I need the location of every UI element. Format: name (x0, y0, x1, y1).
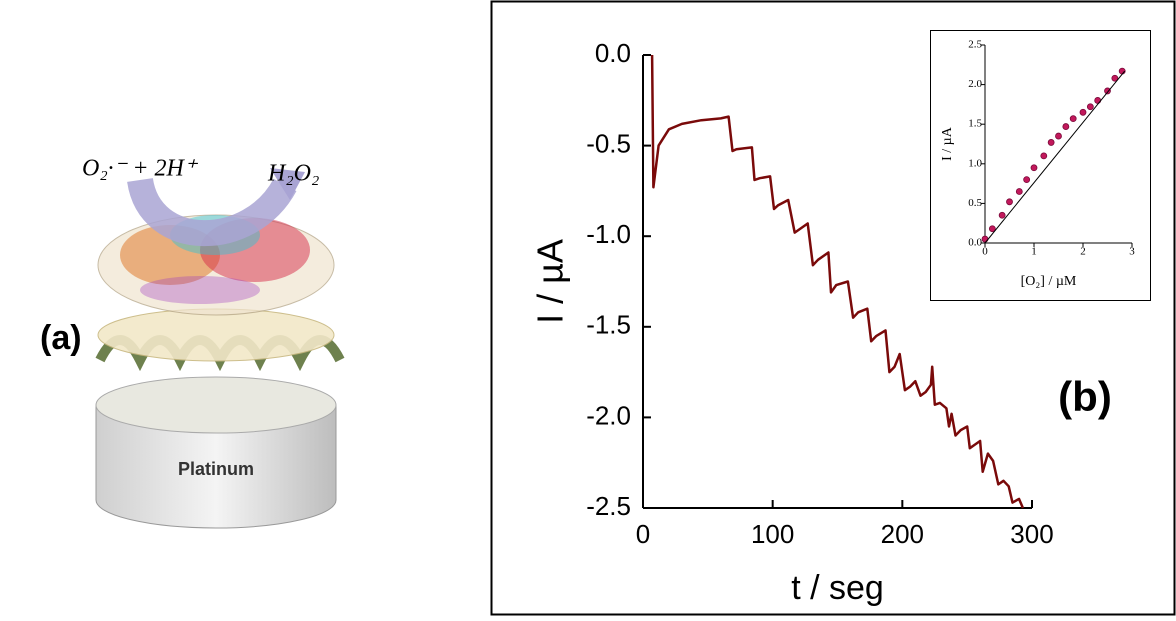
y-tick-label: 1.5 (968, 118, 982, 130)
y-axis-label: I / µA (940, 126, 955, 161)
data-point (1062, 123, 1070, 130)
data-point (1111, 74, 1119, 82)
x-tick-label: 3 (1129, 246, 1135, 258)
y-tick-label: -1.5 (586, 310, 631, 340)
data-point (988, 225, 996, 233)
illustration: (a) O₂·⁻ + 2H⁺ H₂O₂ Platinum (40, 156, 345, 529)
panel-frame (490, 0, 1176, 616)
data-point (1047, 139, 1055, 146)
data-line (984, 70, 1126, 244)
electrode-label: Platinum (178, 459, 254, 479)
x-tick-label: 2 (1080, 246, 1086, 258)
reaction-arrow (127, 177, 297, 247)
data-point (1040, 152, 1048, 160)
y-tick-label: 0.0 (968, 237, 982, 249)
electrode-top (95, 376, 337, 434)
arrow-head (270, 168, 305, 200)
x-tick-label: 300 (1010, 519, 1053, 549)
y-tick-label: -2.5 (586, 491, 631, 521)
data-point (1104, 87, 1111, 95)
membrane-disk (97, 308, 335, 362)
annotation: (b) (1058, 373, 1112, 420)
data-point (998, 211, 1006, 219)
data-point (1023, 176, 1031, 184)
data-point (1055, 132, 1062, 140)
x-tick-label: 200 (881, 519, 924, 549)
inset-frame (930, 30, 1151, 301)
data-point (1006, 198, 1013, 206)
x-tick-label: 0 (982, 246, 988, 258)
x-axis-label: [O₂] / µM (1021, 274, 1077, 289)
reaction-text: H₂O₂ (267, 161, 319, 187)
data-point (1069, 115, 1077, 123)
x-tick-label: 100 (751, 519, 794, 549)
y-tick-label: -0.5 (586, 128, 631, 158)
protein (140, 276, 260, 304)
data-point (1030, 164, 1038, 172)
y-tick-label: -1.0 (586, 219, 631, 249)
data-point (1079, 108, 1087, 116)
x-tick-label: 1 (1031, 246, 1037, 258)
y-tick-label: 0.5 (968, 197, 982, 209)
y-tick-label: 2.0 (968, 78, 982, 90)
y-tick-label: 1.0 (968, 157, 982, 169)
data-point (1094, 97, 1102, 104)
electrode-body (95, 404, 337, 529)
x-axis-label: t / seg (791, 569, 884, 607)
data-line (650, 54, 1025, 509)
data-point (1015, 188, 1023, 195)
y-tick-label: 2.5 (968, 39, 982, 51)
y-axis-label: I / µA (530, 239, 571, 324)
y-tick-label: -2.0 (586, 400, 631, 430)
y-tick-label: 0.0 (595, 38, 631, 68)
reaction-text: O₂·⁻ + 2H⁺ (82, 156, 199, 182)
panel-label: (a) (40, 319, 82, 357)
x-tick-label: 0 (636, 519, 650, 549)
data-point (1086, 103, 1094, 111)
